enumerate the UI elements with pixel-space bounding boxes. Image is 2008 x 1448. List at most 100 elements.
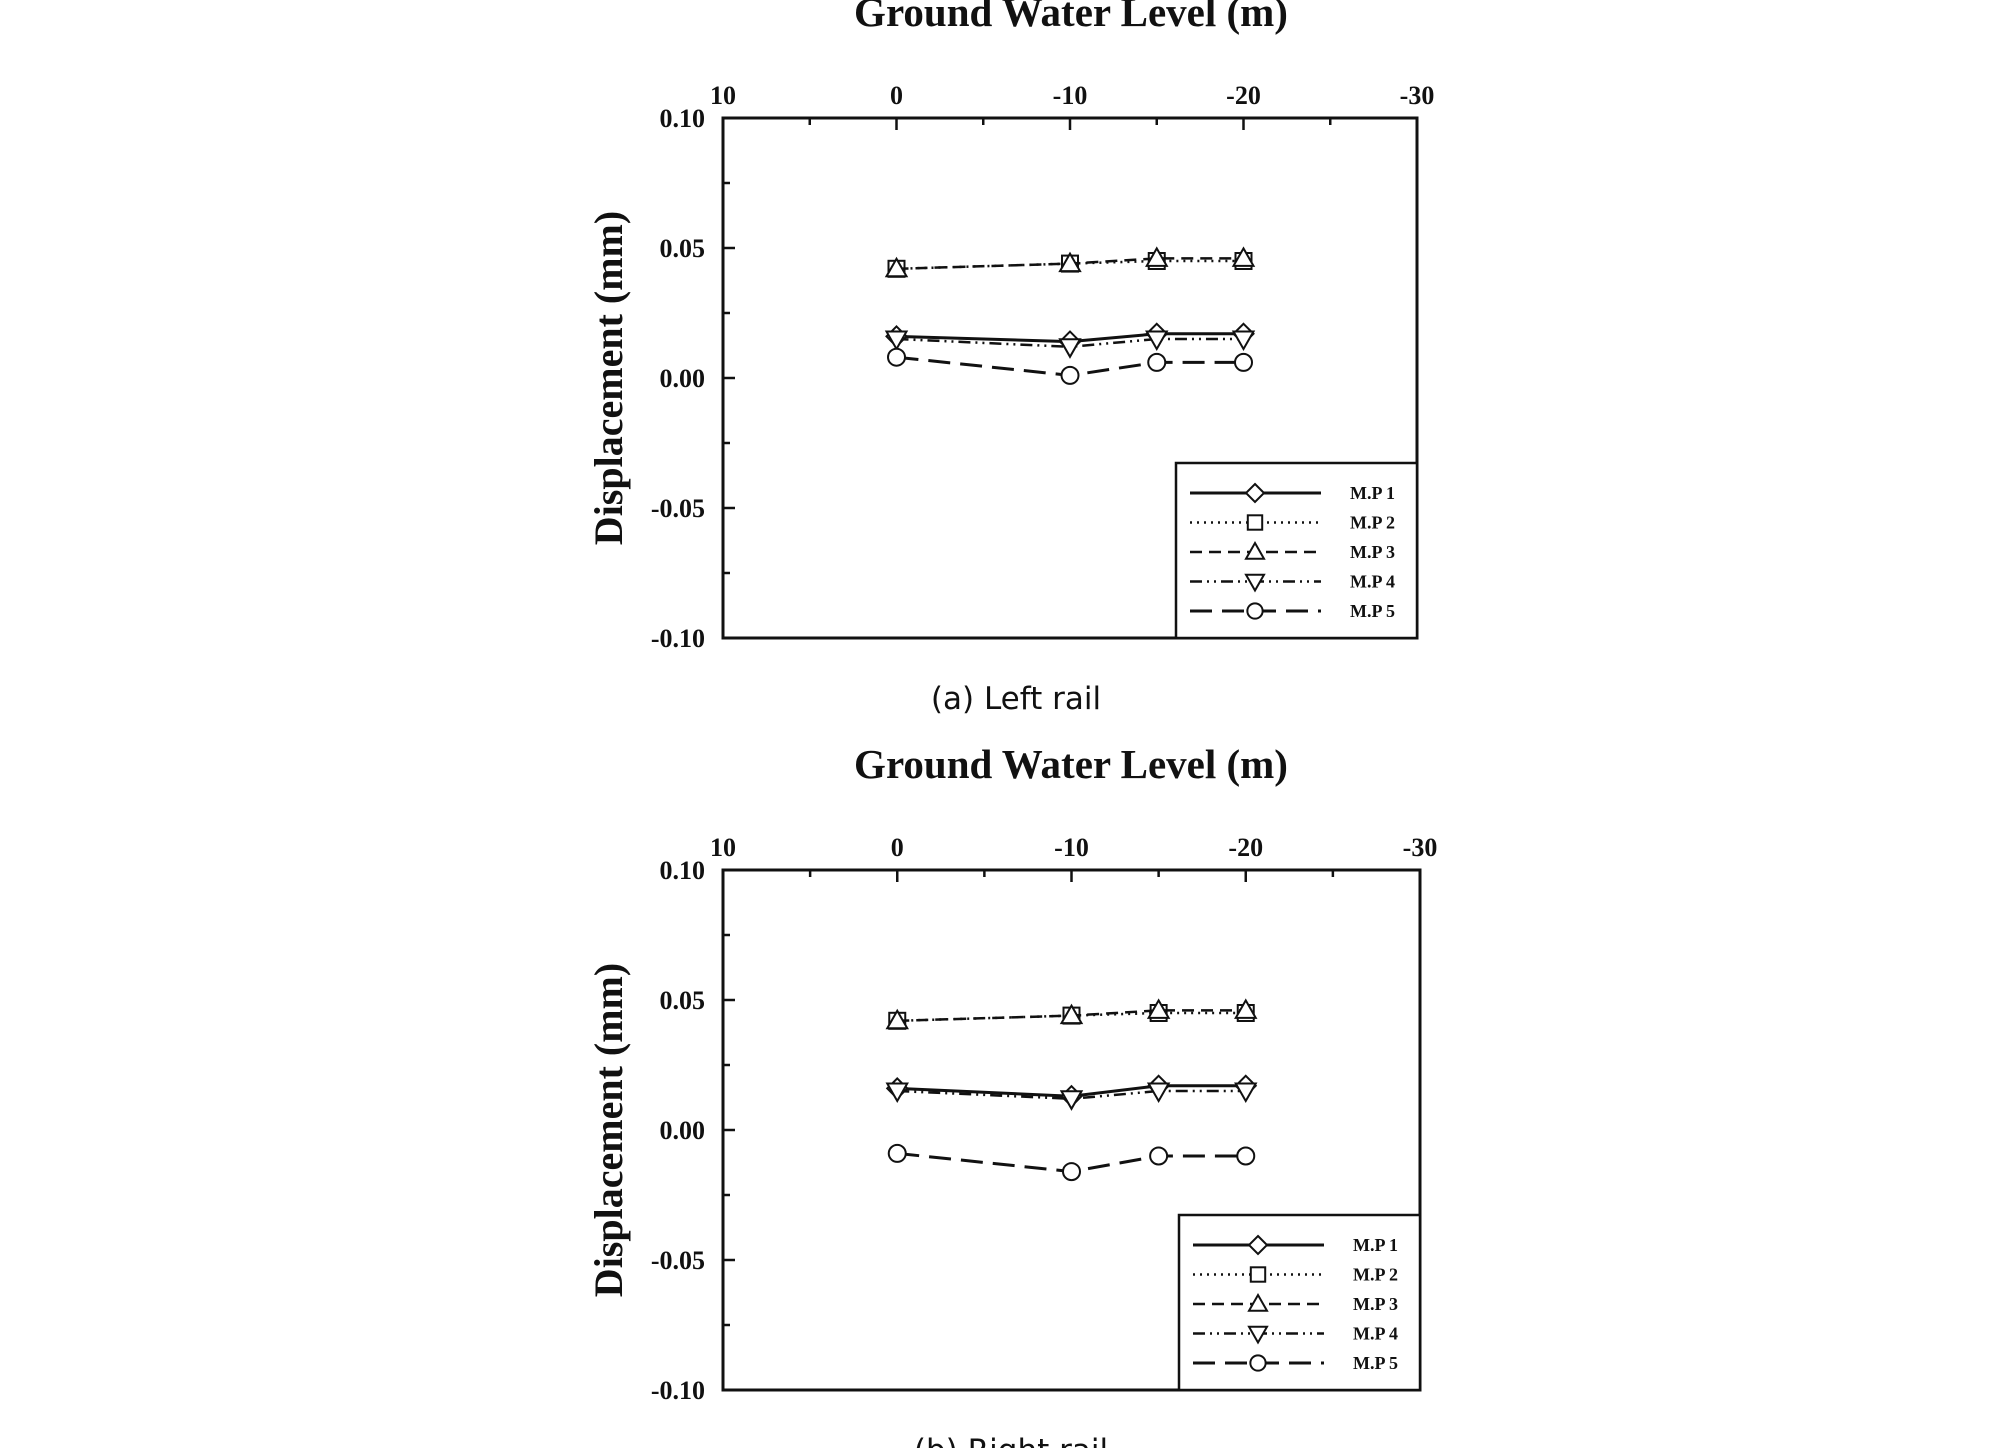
legend-label: M.P 4: [1350, 572, 1395, 592]
legend-label: M.P 3: [1353, 1294, 1398, 1314]
data-point: [885, 1082, 909, 1104]
x-tick-label: -10: [1053, 81, 1088, 110]
x-tick-label: 10: [710, 81, 736, 110]
legend-marker: [1249, 1266, 1267, 1283]
legend-marker: [1244, 482, 1266, 504]
y-axis: 0.10 0.05 0.00 -0.05 -0.10: [651, 856, 735, 1405]
y-tick-label: 0.05: [660, 986, 706, 1015]
legend-label: M.P 3: [1350, 542, 1395, 562]
x-tick-label: -10: [1054, 833, 1089, 862]
data-point: [1231, 330, 1256, 352]
data-point: [887, 1143, 907, 1163]
legend-item: M.P 3: [1190, 540, 1395, 562]
y-tick-label: -0.05: [651, 494, 705, 523]
legend-item: M.P 5: [1190, 601, 1395, 621]
y-axis: 0.10 0.05 0.00 -0.05 -0.10: [651, 104, 735, 653]
x-tick-label: -20: [1226, 81, 1261, 110]
legend-item: M.P 4: [1193, 1324, 1398, 1345]
data-point: [1149, 1146, 1169, 1166]
y-tick-label: -0.10: [651, 624, 705, 653]
data-point: [1058, 251, 1082, 273]
legend-marker: [1247, 1234, 1269, 1256]
series-line: [896, 337, 1244, 349]
series-line: [897, 1151, 1246, 1174]
series-m-p-3: [884, 246, 1256, 278]
legend-item: M.P 5: [1193, 1353, 1398, 1373]
legend-item: M.P 2: [1190, 513, 1395, 533]
legend-item: M.P 1: [1193, 1234, 1398, 1256]
legend-marker: [1244, 540, 1266, 560]
data-point: [1146, 1082, 1171, 1104]
legend: M.P 1 M.P 2 M.P 3 M.P 4 M.P 5: [1177, 1213, 1422, 1392]
legend-item: M.P 2: [1193, 1265, 1398, 1285]
legend-item: M.P 4: [1190, 572, 1395, 593]
legend-item: M.P 1: [1190, 482, 1395, 504]
series-m-p-4: [884, 330, 1256, 359]
legend-marker: [1247, 1292, 1269, 1312]
x-tick-label: 10: [710, 833, 736, 862]
data-point: [1059, 1090, 1084, 1111]
legend-label: M.P 2: [1353, 1265, 1398, 1285]
data-point: [1145, 246, 1169, 267]
x-axis: 10 0 -10 -20 -30: [710, 81, 1434, 130]
series-m-p-3: [885, 998, 1258, 1030]
chart-right-rail: Ground Water Level (m)10 0 -10 -20 -300.100.…: [586, 741, 1437, 1448]
data-point: [1234, 998, 1258, 1019]
chart-left-rail: Ground Water Level (m)10 0 -10 -20 -300.100.…: [586, 0, 1434, 717]
figure-caption: (b) Right rail: [914, 1433, 1108, 1448]
series-line: [897, 1089, 1246, 1101]
legend-marker: [1244, 573, 1266, 593]
series-m-p-5: [887, 347, 1253, 385]
data-point: [1146, 998, 1171, 1019]
y-tick-label: 0.00: [660, 364, 706, 393]
series-line: [897, 1009, 1246, 1023]
y-tick-label: 0.10: [660, 104, 706, 133]
legend-marker: [1247, 1325, 1269, 1345]
data-point: [1234, 352, 1253, 372]
legend-label: M.P 1: [1350, 483, 1395, 503]
x-tick-label: -30: [1403, 833, 1438, 862]
data-point: [1060, 365, 1080, 385]
x-axis: 10 0 -10 -20 -30: [710, 833, 1437, 882]
legend-label: M.P 4: [1353, 1324, 1398, 1344]
data-point: [884, 330, 909, 352]
legend-label: M.P 5: [1350, 601, 1395, 621]
figure-caption: (a) Left rail: [931, 681, 1101, 717]
series-line: [896, 332, 1244, 344]
series-m-p-4: [885, 1082, 1258, 1111]
data-point: [1145, 330, 1169, 352]
series-line: [896, 257, 1244, 271]
legend-marker: [1246, 602, 1264, 620]
data-point: [885, 1008, 909, 1030]
y-tick-label: -0.10: [651, 1376, 705, 1405]
legend-item: M.P 3: [1193, 1292, 1398, 1314]
data-point: [887, 347, 906, 367]
x-tick-label: 0: [891, 833, 904, 862]
legend: M.P 1 M.P 2 M.P 3 M.P 4 M.P 5: [1174, 461, 1419, 640]
y-axis-label: Displacement (mm): [586, 211, 631, 545]
data-point: [884, 256, 909, 278]
y-tick-label: 0.00: [660, 1116, 706, 1145]
legend-marker: [1249, 1354, 1267, 1372]
data-point: [1062, 1162, 1081, 1182]
legend-label: M.P 5: [1353, 1353, 1398, 1373]
series-line: [896, 355, 1244, 377]
series-m-p-5: [887, 1143, 1256, 1182]
data-point: [1058, 338, 1082, 359]
y-axis-label: Displacement (mm): [586, 963, 631, 1297]
legend-label: M.P 1: [1353, 1235, 1398, 1255]
data-point: [1059, 1003, 1084, 1025]
y-tick-label: -0.05: [651, 1246, 705, 1275]
x-tick-label: -30: [1400, 81, 1435, 110]
data-point: [1231, 246, 1256, 267]
series-line: [897, 1011, 1246, 1023]
legend-marker: [1246, 514, 1264, 531]
data-point: [1147, 352, 1167, 372]
y-tick-label: 0.10: [660, 856, 706, 885]
series-line: [897, 1084, 1246, 1098]
legend-label: M.P 2: [1350, 513, 1395, 533]
y-tick-label: 0.05: [660, 234, 706, 263]
data-point: [1236, 1146, 1256, 1166]
x-tick-label: 0: [890, 81, 903, 110]
